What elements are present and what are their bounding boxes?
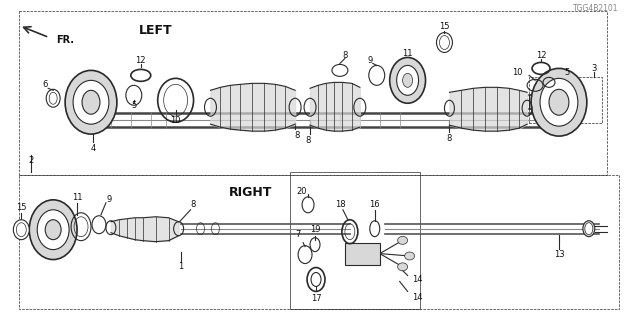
Text: 15: 15 <box>16 203 26 212</box>
Bar <box>529 77 602 123</box>
Ellipse shape <box>29 200 77 260</box>
Text: 1: 1 <box>178 262 183 271</box>
Ellipse shape <box>37 210 69 250</box>
Text: 12: 12 <box>536 51 547 60</box>
Text: 11: 11 <box>72 193 83 202</box>
Text: 4: 4 <box>90 144 95 153</box>
Text: 10: 10 <box>512 68 522 77</box>
Text: 12: 12 <box>136 56 146 65</box>
Ellipse shape <box>540 78 578 126</box>
Ellipse shape <box>82 90 100 114</box>
Ellipse shape <box>65 70 117 134</box>
Ellipse shape <box>73 80 109 124</box>
Text: 18: 18 <box>335 200 345 209</box>
Text: 13: 13 <box>554 250 564 259</box>
Text: 8: 8 <box>305 136 311 145</box>
Text: FR.: FR. <box>56 35 74 44</box>
Text: 16: 16 <box>369 200 380 209</box>
Text: LEFT: LEFT <box>139 24 173 37</box>
Ellipse shape <box>403 73 413 87</box>
Ellipse shape <box>531 68 587 136</box>
Text: 3: 3 <box>591 64 596 73</box>
Text: TGG4B2101: TGG4B2101 <box>573 4 619 13</box>
Text: 6: 6 <box>42 80 48 89</box>
Text: 5: 5 <box>131 101 136 110</box>
Text: 7: 7 <box>296 230 301 239</box>
Ellipse shape <box>549 89 569 115</box>
Text: 11: 11 <box>403 49 413 58</box>
Text: RIGHT: RIGHT <box>228 186 272 199</box>
Ellipse shape <box>45 220 61 240</box>
Ellipse shape <box>404 252 415 260</box>
Text: 8: 8 <box>294 131 300 140</box>
Text: 19: 19 <box>310 225 320 234</box>
Text: 9: 9 <box>367 56 372 65</box>
Text: 8: 8 <box>191 200 196 209</box>
Ellipse shape <box>311 273 321 286</box>
Ellipse shape <box>13 220 29 240</box>
Bar <box>345 243 380 265</box>
Text: 15: 15 <box>439 22 450 31</box>
Text: 14: 14 <box>412 293 423 302</box>
Text: 20: 20 <box>297 188 307 196</box>
Text: 17: 17 <box>310 294 321 303</box>
Text: 2: 2 <box>29 156 34 164</box>
Ellipse shape <box>390 58 426 103</box>
Text: 8: 8 <box>447 133 452 143</box>
Text: 10: 10 <box>170 116 181 125</box>
Text: 9: 9 <box>106 195 111 204</box>
Ellipse shape <box>397 65 419 95</box>
Text: 8: 8 <box>342 51 348 60</box>
Ellipse shape <box>583 221 595 237</box>
Ellipse shape <box>397 236 408 244</box>
Ellipse shape <box>397 263 408 271</box>
Text: 5: 5 <box>564 68 570 77</box>
Text: 14: 14 <box>412 275 423 284</box>
Ellipse shape <box>585 223 593 235</box>
